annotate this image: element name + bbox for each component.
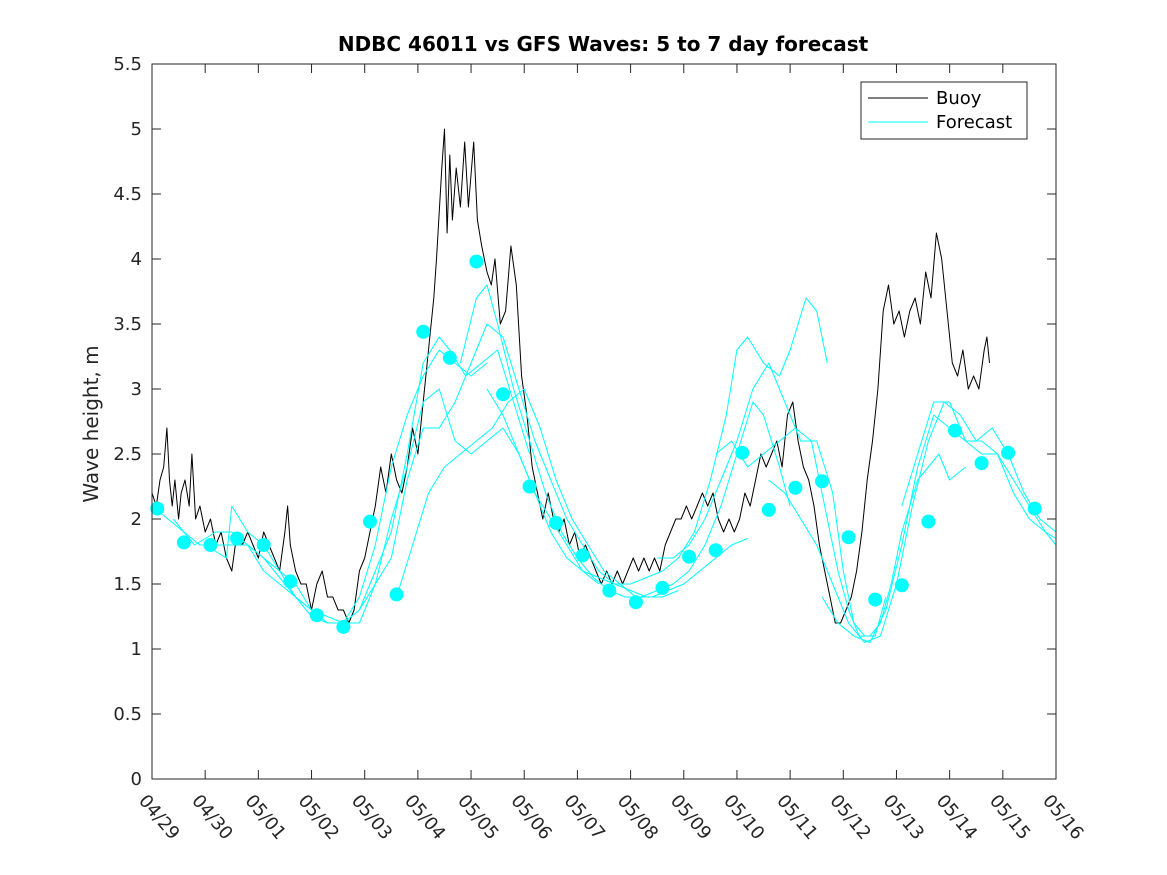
legend-box (860, 81, 1028, 140)
forecast-marker-31 (974, 456, 989, 471)
y-tick-label-11: 5.5 (113, 54, 142, 75)
legend: Buoy Forecast (860, 81, 1028, 140)
forecast-marker-15 (549, 515, 564, 530)
forecast-marker-33 (1027, 501, 1042, 516)
forecast-series-line-9 (715, 427, 966, 637)
axes-frame (151, 63, 1057, 780)
y-axis-label: Wave height, m (79, 345, 103, 502)
forecast-marker-29 (921, 514, 936, 529)
forecast-marker-27 (868, 592, 883, 607)
y-tick-label-1: 0.5 (113, 704, 142, 725)
forecast-marker-8 (363, 514, 377, 529)
forecast-marker-9 (389, 587, 404, 602)
forecast-marker-16 (575, 548, 590, 563)
forecast-series-line-6 (459, 284, 791, 598)
forecast-marker-1 (176, 535, 191, 550)
forecast-marker-2 (203, 538, 218, 552)
forecast-marker-0 (150, 501, 165, 516)
forecast-marker-18 (628, 595, 643, 610)
y-tick-label-10: 5 (131, 119, 142, 140)
y-tick-label-5: 2.5 (113, 444, 142, 465)
forecast-marker-19 (655, 580, 670, 595)
forecast-marker-32 (1001, 445, 1016, 460)
forecast-marker-10 (416, 324, 431, 339)
forecast-series-line-5 (396, 388, 748, 598)
y-tick-label-8: 4 (131, 249, 142, 270)
forecast-marker-22 (735, 445, 750, 460)
y-tick-label-4: 2 (131, 509, 142, 530)
forecast-marker-11 (442, 350, 457, 365)
forecast-marker-21 (708, 543, 723, 558)
forecast-marker-12 (469, 254, 484, 269)
forecast-marker-20 (682, 549, 697, 564)
legend-forecast-label: Forecast (936, 112, 1012, 133)
y-tick-label-3: 1.5 (113, 574, 142, 595)
plot-area: 00.511.522.533.544.555.504/29 04/30 05/01 0… (113, 54, 1087, 844)
forecast-marker-5 (283, 574, 298, 589)
forecast-marker-7 (336, 619, 351, 634)
forecast-marker-14 (522, 479, 537, 494)
forecast-marker-24 (788, 480, 803, 495)
forecast-series-line-11 (821, 414, 1057, 643)
y-tick-label-0: 0 (131, 769, 142, 790)
y-tick-label-2: 1 (131, 639, 142, 660)
forecast-series-line-7 (486, 297, 828, 585)
forecast-marker-3 (230, 531, 245, 546)
y-tick-label-6: 3 (131, 379, 142, 400)
forecast-marker-26 (841, 530, 856, 545)
forecast-marker-23 (761, 502, 776, 517)
y-tick-label-9: 4.5 (113, 184, 142, 205)
forecast-marker-17 (602, 583, 617, 598)
forecast-marker-13 (496, 387, 510, 402)
buoy-series-line (151, 128, 990, 624)
forecast-marker-30 (948, 423, 962, 438)
axes-background (152, 64, 1056, 779)
forecast-marker-28 (894, 578, 909, 593)
forecast-marker-4 (256, 538, 271, 552)
forecast-marker-25 (815, 474, 829, 489)
forecast-marker-6 (309, 608, 324, 623)
legend-buoy-label: Buoy (936, 88, 982, 109)
y-tick-label-7: 3.5 (113, 314, 142, 335)
chart-title: NDBC 46011 vs GFS Waves: 5 to 7 day fore… (338, 32, 869, 56)
forecast-series-line-8 (657, 362, 887, 637)
